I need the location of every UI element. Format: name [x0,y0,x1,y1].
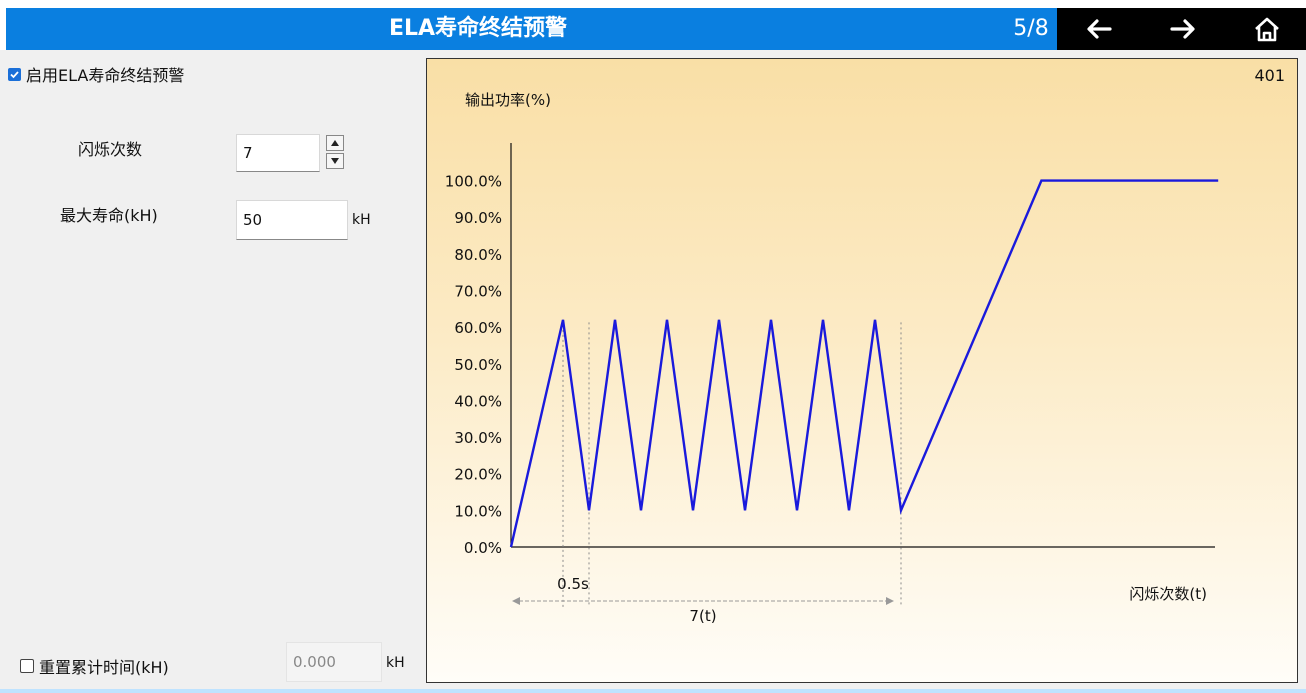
nav-bar [1057,8,1306,50]
y-tick-label: 0.0% [464,539,502,557]
arrow-left-icon [1087,19,1112,39]
triangle-down-icon [331,158,339,164]
home-icon [1255,17,1279,42]
y-tick-label: 80.0% [454,246,502,264]
flash-total-label: 7(t) [689,607,716,625]
y-tick-label: 70.0% [454,283,502,301]
reset-time-checkbox[interactable]: 重置累计时间(kH) [20,654,169,678]
chart-panel: 输出功率(%) 401 100.0% 90.0% 80.0% 70.0% 60.0% 50… [426,58,1298,683]
enable-ela-checkbox[interactable]: 启用ELA寿命终结预警 [8,62,184,86]
y-tick-label: 100.0% [445,173,502,191]
reset-time-label: 重置累计时间(kH) [39,658,169,677]
spin-up-button[interactable] [326,135,344,151]
page-indicator: 5/8 [1013,16,1049,41]
y-tick-label: 30.0% [454,429,502,447]
arrow-right-icon [1170,19,1195,39]
reset-time-input: 0.000 [286,642,382,682]
enable-ela-label: 启用ELA寿命终结预警 [26,66,185,85]
triangle-up-icon [331,140,339,146]
home-button[interactable] [1237,8,1297,50]
y-tick-label: 40.0% [454,392,502,410]
checkbox-unchecked-icon [20,659,34,673]
max-life-unit: kH [352,212,371,228]
flash-count-label: 闪烁次数 [78,140,143,159]
page-title: ELA寿命终结预警 [388,16,568,41]
bottom-strip [0,689,1306,693]
flash-count-input[interactable]: 7 [236,134,320,172]
y-tick-label: 50.0% [454,356,502,374]
max-life-input[interactable]: 50 [236,200,348,240]
y-tick-label: 20.0% [454,466,502,484]
reset-time-unit: kH [386,655,405,671]
output-power-line [509,179,1219,548]
flash-interval-label: 0.5s [557,575,589,593]
y-tick-label: 60.0% [454,319,502,337]
back-button[interactable] [1069,8,1129,50]
title-background [6,8,1057,50]
y-axis-label: 输出功率(%) [465,91,551,109]
corner-label: 401 [1254,66,1285,85]
forward-button[interactable] [1153,8,1213,50]
x-axis-label: 闪烁次数(t) [1129,585,1207,603]
spin-down-button[interactable] [326,153,344,169]
power-chart: 输出功率(%) 401 100.0% 90.0% 80.0% 70.0% 60.0% 50… [445,66,1285,625]
y-tick-label: 10.0% [454,502,502,520]
title-bar: ELA寿命终结预警 5/8 [0,0,1306,50]
checkbox-checked-icon [8,67,21,81]
max-life-label: 最大寿命(kH) [60,206,158,225]
y-tick-label: 90.0% [454,209,502,227]
